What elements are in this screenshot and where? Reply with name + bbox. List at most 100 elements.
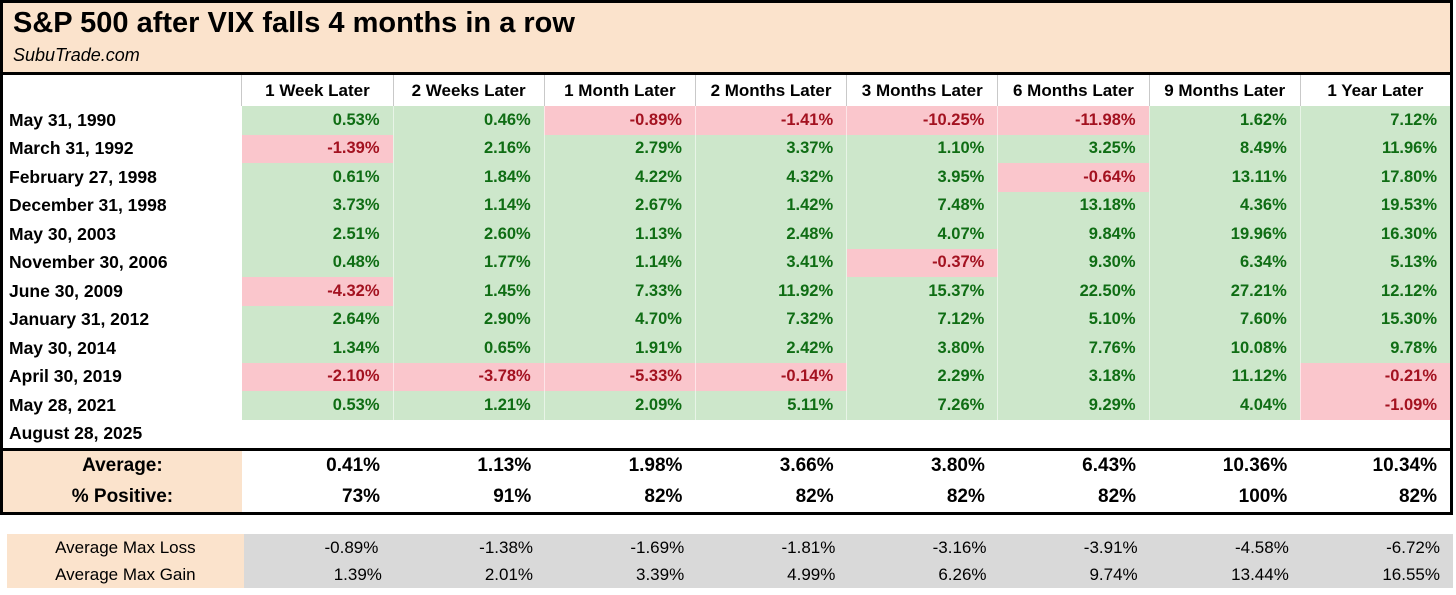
table-row: May 31, 1990 0.53% 0.46% -0.89% -1.41% -10.25…: [2, 106, 1453, 135]
value-cell: 7.12%: [1300, 106, 1453, 135]
value-cell: 16.55%: [1301, 561, 1453, 588]
value-cell: 4.32%: [695, 163, 848, 192]
table-row: May 28, 2021 0.53% 1.21% 2.09% 5.11% 7.26% 9.2…: [2, 391, 1453, 420]
value-cell: 1.34%: [241, 334, 394, 363]
value-cell: -3.78%: [393, 362, 545, 391]
value-cell: 27.21%: [1149, 277, 1301, 306]
value-cell: [1149, 419, 1301, 448]
value-cell: 5.10%: [997, 305, 1150, 334]
value-cell: 82%: [997, 481, 1150, 514]
value-cell: 0.53%: [241, 106, 394, 135]
value-cell: 100%: [1149, 481, 1301, 514]
table-row: February 27, 1998 0.61% 1.84% 4.22% 4.32% 3.9…: [2, 163, 1453, 192]
value-cell: 9.29%: [997, 391, 1150, 420]
value-cell: 19.53%: [1300, 191, 1453, 220]
value-cell: -0.21%: [1300, 362, 1453, 391]
spacer: [0, 515, 1456, 534]
summary-table: Average: 0.41% 1.13% 1.98% 3.66% 3.80% 6.43% 10…: [0, 448, 1453, 515]
value-cell: 7.76%: [997, 334, 1150, 363]
extremes-body: Average Max Loss -0.89% -1.38% -1.69% -1.81%…: [0, 534, 1453, 588]
value-cell: 10.08%: [1149, 334, 1301, 363]
value-cell: -1.39%: [241, 134, 394, 163]
value-cell: 7.26%: [846, 391, 999, 420]
value-cell: 73%: [241, 481, 394, 514]
value-cell: -2.10%: [241, 362, 394, 391]
value-cell: 1.39%: [243, 561, 395, 588]
value-cell: 2.90%: [393, 305, 545, 334]
table-row: May 30, 2003 2.51% 2.60% 1.13% 2.48% 4.07% 9.8…: [2, 220, 1453, 249]
date-cell: February 27, 1998: [9, 166, 157, 187]
value-cell: 1.42%: [695, 191, 848, 220]
value-cell: 0.61%: [241, 163, 394, 192]
value-cell: 3.80%: [846, 449, 998, 482]
value-cell: 10.34%: [1300, 449, 1452, 482]
value-cell: 4.04%: [1149, 391, 1301, 420]
value-cell: 82%: [846, 481, 998, 514]
value-cell: 19.96%: [1149, 220, 1301, 249]
value-cell: 82%: [544, 481, 696, 514]
date-cell: May 30, 2014: [9, 337, 117, 358]
value-cell: 7.32%: [695, 305, 848, 334]
value-cell: -10.25%: [846, 106, 999, 135]
column-header: 9 Months Later: [1149, 75, 1301, 106]
value-cell: 3.80%: [846, 334, 999, 363]
date-cell: November 30, 2006: [9, 252, 168, 273]
table-row: December 31, 1998 3.73% 1.14% 2.67% 1.42% 7.4…: [2, 191, 1453, 220]
value-cell: 6.26%: [848, 561, 1000, 588]
value-cell: 82%: [695, 481, 847, 514]
date-cell: May 31, 1990: [9, 109, 117, 130]
value-cell: 17.80%: [1300, 163, 1453, 192]
date-cell: March 31, 1992: [9, 138, 134, 159]
value-cell: 1.14%: [393, 191, 545, 220]
value-cell: 3.66%: [695, 449, 847, 482]
corner-cell: [1, 75, 243, 106]
page-title: S&P 500 after VIX falls 4 months in a ro…: [13, 7, 575, 39]
column-header: 2 Weeks Later: [393, 75, 545, 106]
table-row: May 30, 2014 1.34% 0.65% 1.91% 2.42% 3.80% 7.7…: [2, 334, 1453, 363]
value-cell: 15.30%: [1300, 305, 1453, 334]
column-header: 2 Months Later: [695, 75, 848, 106]
subtitle-watermark: SubuTrade.com: [13, 45, 140, 65]
table-row: March 31, 1992 -1.39% 2.16% 2.79% 3.37% 1.10%…: [2, 134, 1453, 163]
value-cell: 4.36%: [1149, 191, 1301, 220]
value-cell: 9.30%: [997, 248, 1150, 277]
value-cell: 2.01%: [394, 561, 547, 588]
value-cell: -0.89%: [243, 534, 395, 561]
value-cell: 1.98%: [544, 449, 696, 482]
value-cell: 6.43%: [997, 449, 1150, 482]
value-cell: 12.12%: [1300, 277, 1453, 306]
value-cell: 91%: [393, 481, 545, 514]
value-cell: 3.39%: [546, 561, 698, 588]
column-header: 6 Months Later: [997, 75, 1150, 106]
value-cell: 3.73%: [241, 191, 394, 220]
results-table: 1 Week Later 2 Weeks Later 1 Month Later 2 …: [0, 75, 1453, 448]
table-row: April 30, 2019 -2.10% -3.78% -5.33% -0.14% 2.…: [2, 362, 1453, 391]
value-cell: 3.25%: [997, 134, 1150, 163]
column-header: 1 Month Later: [544, 75, 696, 106]
table-row: January 31, 2012 2.64% 2.90% 4.70% 7.32% 7.12…: [2, 305, 1453, 334]
value-cell: 6.34%: [1149, 248, 1301, 277]
column-header: 3 Months Later: [846, 75, 999, 106]
date-cell: January 31, 2012: [9, 309, 150, 330]
date-cell: June 30, 2009: [9, 280, 123, 301]
value-cell: 9.74%: [999, 561, 1151, 588]
value-cell: 2.51%: [241, 220, 394, 249]
value-cell: -0.14%: [695, 362, 848, 391]
value-cell: 15.37%: [846, 277, 999, 306]
value-cell: 7.12%: [846, 305, 999, 334]
value-cell: 2.79%: [544, 134, 696, 163]
value-cell: [241, 419, 394, 448]
value-cell: [1300, 419, 1452, 448]
value-cell: -4.58%: [1150, 534, 1302, 561]
value-cell: 1.84%: [393, 163, 545, 192]
value-cell: 3.95%: [846, 163, 999, 192]
value-cell: 22.50%: [997, 277, 1150, 306]
value-cell: 0.46%: [393, 106, 545, 135]
value-cell: 1.13%: [544, 220, 696, 249]
value-cell: 3.41%: [695, 248, 848, 277]
value-cell: -1.41%: [695, 106, 848, 135]
date-cell: April 30, 2019: [9, 366, 122, 387]
value-cell: 82%: [1300, 481, 1452, 514]
summary-body: Average: 0.41% 1.13% 1.98% 3.66% 3.80% 6.43% 10…: [1, 449, 1452, 514]
value-cell: 1.77%: [393, 248, 545, 277]
